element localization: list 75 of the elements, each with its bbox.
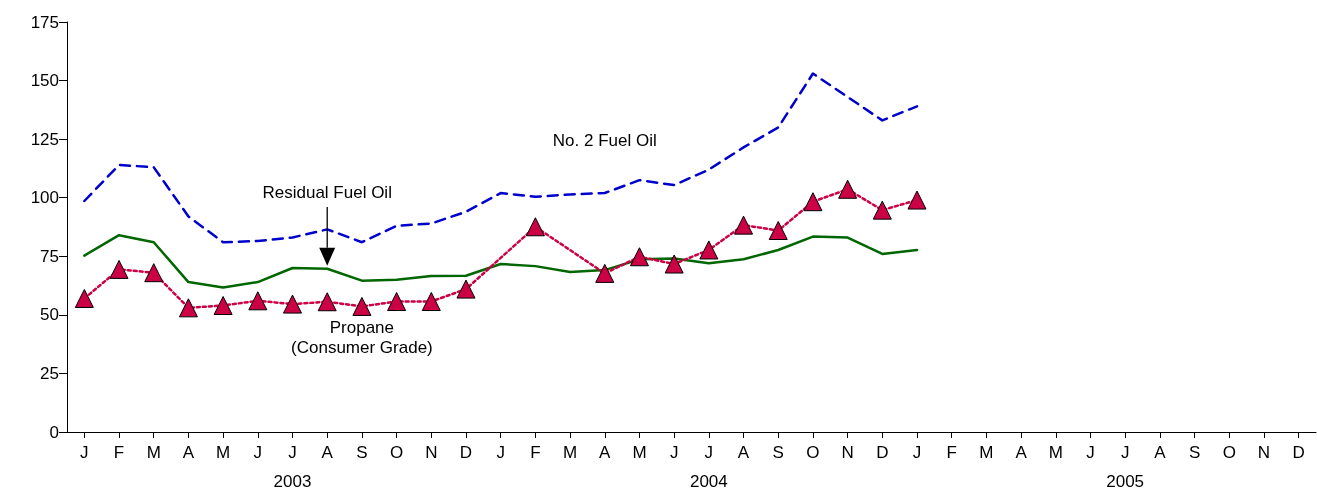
x-tick-label: M (146, 443, 161, 462)
point (144, 263, 164, 283)
point (213, 295, 233, 315)
x-tick-label: D (459, 443, 473, 462)
point (768, 221, 788, 241)
point (109, 259, 129, 279)
x-tick-label: A (1154, 443, 1167, 462)
x-tick-label: D (876, 443, 889, 462)
y-tick-label: 175 (30, 12, 59, 32)
point (387, 292, 407, 311)
line-series (83, 233, 919, 289)
x-tick-label: F (946, 443, 957, 462)
point (456, 279, 476, 299)
point (525, 217, 545, 237)
y-tick-label: 100 (30, 188, 59, 208)
x-tick-label: S (1188, 443, 1201, 462)
y-tick-label: 150 (30, 71, 59, 91)
y-tick-label: 25 (40, 363, 59, 383)
x-tick-label: A (1015, 443, 1028, 462)
x-tick-label: N (1257, 443, 1271, 462)
x-tick-label: F (530, 443, 541, 462)
point (283, 294, 303, 314)
x-tick-label: O (1222, 443, 1236, 462)
x-tick-label: J (1120, 443, 1130, 462)
point (74, 288, 94, 308)
text: 2004 (689, 472, 728, 492)
line-series (83, 72, 919, 244)
x-tick-label: F (113, 443, 125, 462)
point (838, 179, 858, 199)
x-tick-label: J (253, 443, 263, 462)
text: Residual Fuel Oil (262, 183, 392, 204)
x-tick-label: M (979, 443, 994, 462)
x-tick-label: M (1048, 443, 1063, 462)
x-tick-label: J (80, 443, 89, 462)
x-tick-label: S (772, 443, 784, 462)
x-tick-label: N (841, 443, 854, 462)
y-tick-label: 125 (30, 129, 59, 149)
point (734, 215, 754, 235)
x-tick-label: D (1292, 443, 1305, 462)
point (629, 247, 649, 267)
text: 2005 (1106, 472, 1145, 492)
point (317, 292, 337, 312)
point (803, 192, 823, 212)
x-tick-label: J (912, 443, 922, 462)
series-label: Propane (Consumer Grade) (291, 318, 433, 359)
x-tick-label: M (562, 443, 578, 462)
x-tick-label: N (425, 443, 438, 462)
text: 2003 (273, 472, 312, 492)
x-tick-label: J (704, 443, 714, 462)
x-tick-label: J (669, 443, 679, 462)
point (907, 190, 927, 210)
x-tick-label: A (599, 443, 612, 462)
point (872, 200, 892, 220)
x-tick-label: A (737, 443, 750, 462)
x-tick-label: A (321, 443, 334, 462)
x-tick-label: M (632, 443, 647, 462)
x-tick-label: O (806, 443, 820, 462)
x-tick-label: A (182, 443, 195, 462)
point (699, 240, 719, 260)
point (421, 292, 441, 311)
point (352, 296, 372, 316)
point (595, 263, 615, 283)
point (664, 254, 684, 274)
point (178, 298, 198, 318)
x-tick-label: J (288, 443, 297, 462)
x-tick-label: S (356, 443, 368, 462)
y-tick-label: 0 (49, 422, 59, 442)
x-tick-label: M (216, 443, 231, 462)
y-tick-label: 50 (40, 305, 59, 325)
x-tick-label: J (1086, 443, 1095, 462)
x-tick-label: O (389, 443, 404, 462)
series-label: No. 2 Fuel Oil (552, 131, 657, 152)
y-tick-label: 75 (40, 246, 59, 266)
point (248, 291, 268, 311)
x-tick-label: J (496, 443, 505, 462)
